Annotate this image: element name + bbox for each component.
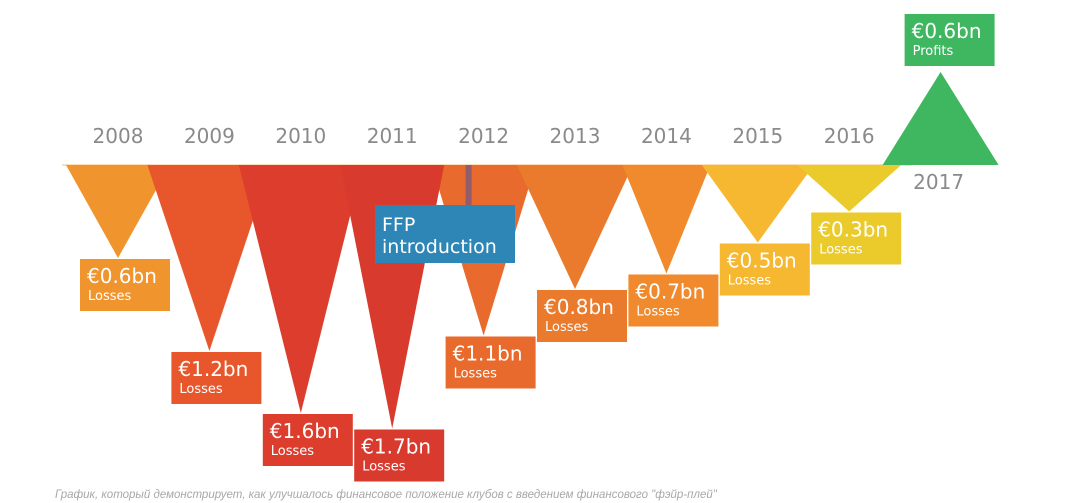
- ffp-chart: 2008 2009 2010 2011 2012 2013 2014 2015 2016 2017…: [62, 14, 999, 482]
- year-label-2011: 2011: [367, 124, 418, 148]
- bar-triangle-2008: [66, 165, 170, 258]
- data-label-sub: Losses: [88, 289, 132, 304]
- value-box-bg: [537, 290, 627, 342]
- bar-triangle-2014: [622, 165, 711, 274]
- year-label-2014: 2014: [641, 124, 692, 148]
- year-label-2010: 2010: [275, 124, 326, 148]
- data-label-value: €0.6bn: [87, 264, 157, 288]
- value-box-bg: [262, 414, 353, 466]
- data-label-sub: Losses: [636, 305, 680, 320]
- bar-triangle-2017: [882, 72, 999, 165]
- value-box-bg: [904, 14, 995, 66]
- bar-triangle-2015: [701, 165, 814, 243]
- data-label-value: €0.3bn: [818, 218, 888, 242]
- data-label-sub: Losses: [819, 243, 863, 258]
- data-label-value: €1.7bn: [361, 435, 431, 459]
- data-label-value: €1.2bn: [178, 357, 248, 381]
- year-label-2016: 2016: [824, 124, 875, 148]
- ffp-annotation-bg: [375, 205, 515, 263]
- data-label-value: €1.6bn: [270, 419, 340, 443]
- bar-triangle-2011: [340, 165, 445, 429]
- data-label-sub: Profits: [913, 44, 954, 59]
- value-box-bg: [811, 212, 902, 265]
- value-box-bg: [445, 336, 536, 389]
- data-label-value: €0.8bn: [544, 295, 614, 319]
- ffp-annotation-line: FFP: [382, 214, 415, 236]
- data-label-value: €1.1bn: [453, 342, 523, 366]
- data-label-sub: Losses: [545, 320, 589, 335]
- year-label-2013: 2013: [550, 124, 601, 148]
- value-box-bg: [171, 352, 262, 404]
- bar-triangle-2010: [238, 165, 363, 413]
- data-label-sub: Losses: [728, 274, 772, 289]
- data-label-value: €0.6bn: [912, 19, 982, 43]
- value-box-bg: [80, 259, 170, 311]
- ffp-annotation-line: introduction: [382, 236, 497, 258]
- value-box-bg: [719, 243, 810, 296]
- data-label-value: €0.7bn: [635, 280, 705, 304]
- year-label-2009: 2009: [184, 124, 235, 148]
- value-box-bg: [628, 274, 719, 327]
- year-label-2017: 2017: [913, 170, 964, 194]
- data-label-value: €0.5bn: [727, 249, 797, 273]
- data-label-sub: Losses: [362, 460, 406, 475]
- bar-triangle-2009: [147, 165, 272, 351]
- chart-caption: График, который демонстрирует, как улучш…: [55, 489, 717, 501]
- data-label-sub: Losses: [271, 444, 315, 459]
- bar-triangle-2013: [517, 165, 633, 289]
- year-label-2012: 2012: [458, 124, 509, 148]
- data-label-sub: Losses: [454, 367, 498, 382]
- ffp-marker-line: [465, 165, 472, 210]
- year-label-2015: 2015: [732, 124, 783, 148]
- bar-triangle-2016: [797, 165, 902, 212]
- data-label-sub: Losses: [179, 382, 223, 397]
- year-label-2008: 2008: [93, 124, 144, 148]
- value-box-bg: [354, 429, 445, 482]
